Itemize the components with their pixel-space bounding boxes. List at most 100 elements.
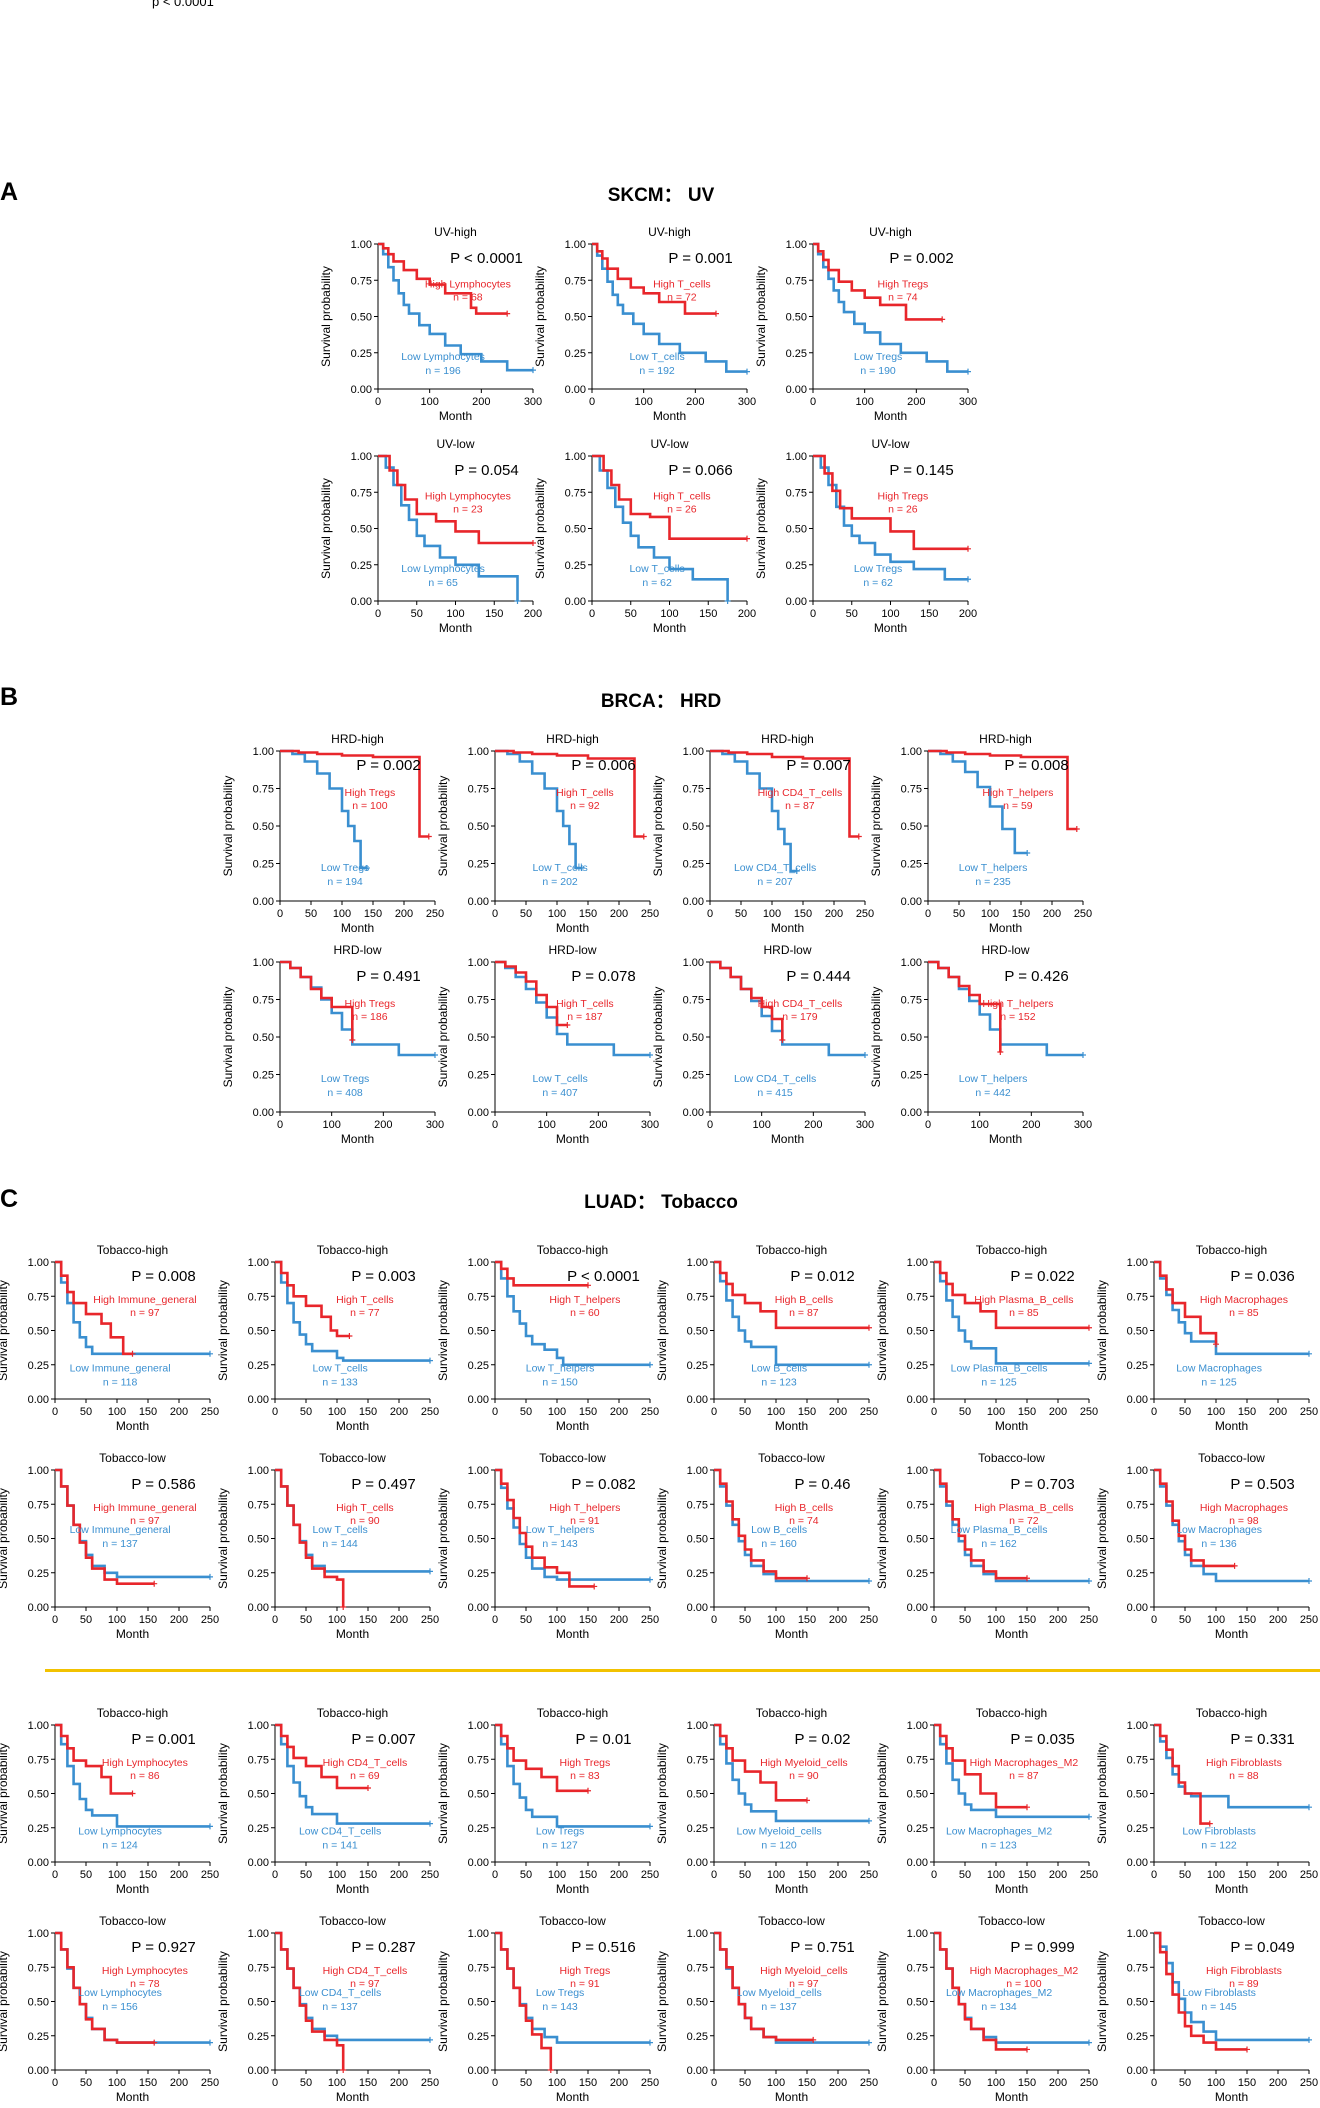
- low-group-n: n = 134: [981, 2001, 1016, 2013]
- x-tick-label: 0: [931, 1614, 937, 1626]
- x-tick-label: 100: [987, 2077, 1005, 2089]
- x-tick-label: 150: [139, 1614, 157, 1626]
- km-panel: 0.00 0.25 0.50 0.75 1.00 0 50 100 150 200 250 Month…: [651, 732, 874, 935]
- panel-title: Tobacco-high: [756, 1243, 827, 1257]
- x-axis-title: Month: [336, 1419, 369, 1433]
- low-group-label: Low Tregs: [321, 862, 369, 874]
- x-tick-label: 200: [390, 1406, 408, 1418]
- low-group-n: n = 408: [327, 1087, 362, 1099]
- x-axis-title: Month: [556, 2090, 589, 2104]
- y-axis-title: Survival probability: [1095, 1743, 1109, 1844]
- x-axis-title: Month: [995, 1627, 1028, 1641]
- y-tick-label: 0.75: [683, 784, 704, 796]
- x-tick-label: 100: [1207, 1614, 1225, 1626]
- p-value: P = 0.145: [889, 462, 953, 479]
- panel-title: Tobacco-low: [978, 1914, 1045, 1928]
- x-tick-label: 300: [856, 1119, 874, 1131]
- x-tick-label: 150: [1018, 1406, 1036, 1418]
- censor-mark: [363, 865, 370, 871]
- x-tick-label: 150: [1018, 2077, 1036, 2089]
- y-tick-label: 0.00: [351, 596, 372, 608]
- high-group-n: n = 74: [789, 1515, 819, 1527]
- x-tick-label: 250: [426, 908, 444, 920]
- y-tick-label: 0.00: [253, 1107, 274, 1119]
- censor-mark: [1086, 1813, 1092, 1820]
- censor-mark: [866, 1817, 872, 1824]
- low-group-label: Low Tregs: [536, 1987, 584, 1999]
- low-group-n: n = 156: [102, 2001, 137, 2013]
- x-tick-label: 100: [987, 1406, 1005, 1418]
- panel-title: Tobacco-high: [97, 1243, 168, 1257]
- p-value: P = 0.331: [1230, 1731, 1294, 1748]
- low-group-label: Low Tregs: [536, 1826, 584, 1838]
- y-axis-title: Survival probability: [436, 1280, 450, 1381]
- p-value: P = 0.007: [351, 1731, 415, 1748]
- low-survival-curve: [1154, 1931, 1309, 2042]
- high-survival-curve: [813, 454, 968, 551]
- panel-title: Tobacco-high: [756, 1706, 827, 1720]
- x-tick-label: 200: [589, 1119, 607, 1131]
- censor-mark: [207, 1823, 213, 1830]
- low-survival-curve: [934, 1723, 1089, 1819]
- y-tick-label: 0.25: [786, 560, 807, 572]
- y-axis-title: Survival probability: [436, 776, 450, 877]
- y-tick-label: 0.75: [351, 275, 372, 287]
- y-tick-label: 0.50: [28, 1789, 49, 1801]
- y-tick-label: 0.50: [248, 1326, 269, 1338]
- low-group-n: n = 160: [761, 1538, 796, 1550]
- high-survival-curve: [55, 1468, 155, 1585]
- y-tick-label: 0.00: [786, 596, 807, 608]
- y-tick-label: 1.00: [28, 1257, 49, 1269]
- y-tick-label: 0.00: [248, 1394, 269, 1406]
- x-tick-label: 150: [579, 1406, 597, 1418]
- low-survival-curve: [378, 454, 519, 601]
- x-tick-label: 250: [201, 1614, 219, 1626]
- x-tick-label: 200: [829, 1869, 847, 1881]
- y-axis-title: Survival probability: [875, 1743, 889, 1844]
- p-value: P = 0.002: [889, 250, 953, 267]
- x-tick-label: 100: [548, 1406, 566, 1418]
- high-group-n: n = 97: [130, 1515, 160, 1527]
- low-group-label: Low Tregs: [854, 351, 902, 363]
- km-panel: 0.00 0.25 0.50 0.75 1.00 0 50 100 150 200 250 Month…: [869, 732, 1092, 935]
- y-tick-label: 0.50: [907, 1997, 928, 2009]
- y-tick-label: 0.75: [28, 1499, 49, 1511]
- y-tick-label: 0.75: [468, 1962, 489, 1974]
- y-tick-label: 0.50: [248, 1997, 269, 2009]
- high-group-label: High T_cells: [653, 491, 711, 503]
- km-panel: 0.00 0.25 0.50 0.75 1.00 0 50 100 150 200 250 Month…: [1095, 1914, 1318, 2104]
- high-group-label: High T_cells: [336, 1502, 394, 1514]
- top-note: p < 0.0001: [152, 0, 214, 9]
- p-value: P = 0.006: [571, 757, 635, 774]
- x-axis-title: Month: [771, 921, 804, 935]
- x-tick-label: 200: [472, 396, 490, 408]
- censor-mark: [1231, 1562, 1238, 1569]
- x-tick-label: 200: [170, 2077, 188, 2089]
- y-tick-label: 0.25: [565, 348, 586, 360]
- panel-title: UV-low: [871, 437, 909, 451]
- y-axis-title: Survival probability: [0, 1743, 10, 1844]
- y-tick-label: 0.25: [907, 2031, 928, 2043]
- censor-mark: [427, 1357, 433, 1364]
- x-tick-label: 50: [80, 1869, 92, 1881]
- x-tick-label: 200: [374, 1119, 392, 1131]
- panel-title: UV-high: [869, 225, 912, 239]
- x-tick-label: 100: [855, 396, 873, 408]
- x-tick-label: 0: [931, 2077, 937, 2089]
- x-tick-label: 200: [1269, 1614, 1287, 1626]
- panel-title: Tobacco-high: [537, 1706, 608, 1720]
- y-tick-label: 0.75: [687, 1291, 708, 1303]
- x-tick-label: 0: [711, 1406, 717, 1418]
- p-value: P = 0.02: [794, 1731, 850, 1748]
- high-survival-curve: [495, 960, 568, 1027]
- y-axis-title: Survival probability: [869, 987, 883, 1088]
- censor-mark: [647, 1361, 653, 1368]
- high-survival-curve: [1154, 1723, 1210, 1825]
- y-axis-title: Survival probability: [319, 478, 333, 579]
- censor-mark: [1024, 1575, 1030, 1582]
- panel-title: Tobacco-low: [319, 1451, 386, 1465]
- high-survival-curve: [378, 454, 533, 545]
- high-group-label: High Plasma_B_cells: [974, 1502, 1073, 1514]
- low-group-label: Low B_cells: [751, 1363, 807, 1375]
- high-survival-curve: [55, 1260, 133, 1356]
